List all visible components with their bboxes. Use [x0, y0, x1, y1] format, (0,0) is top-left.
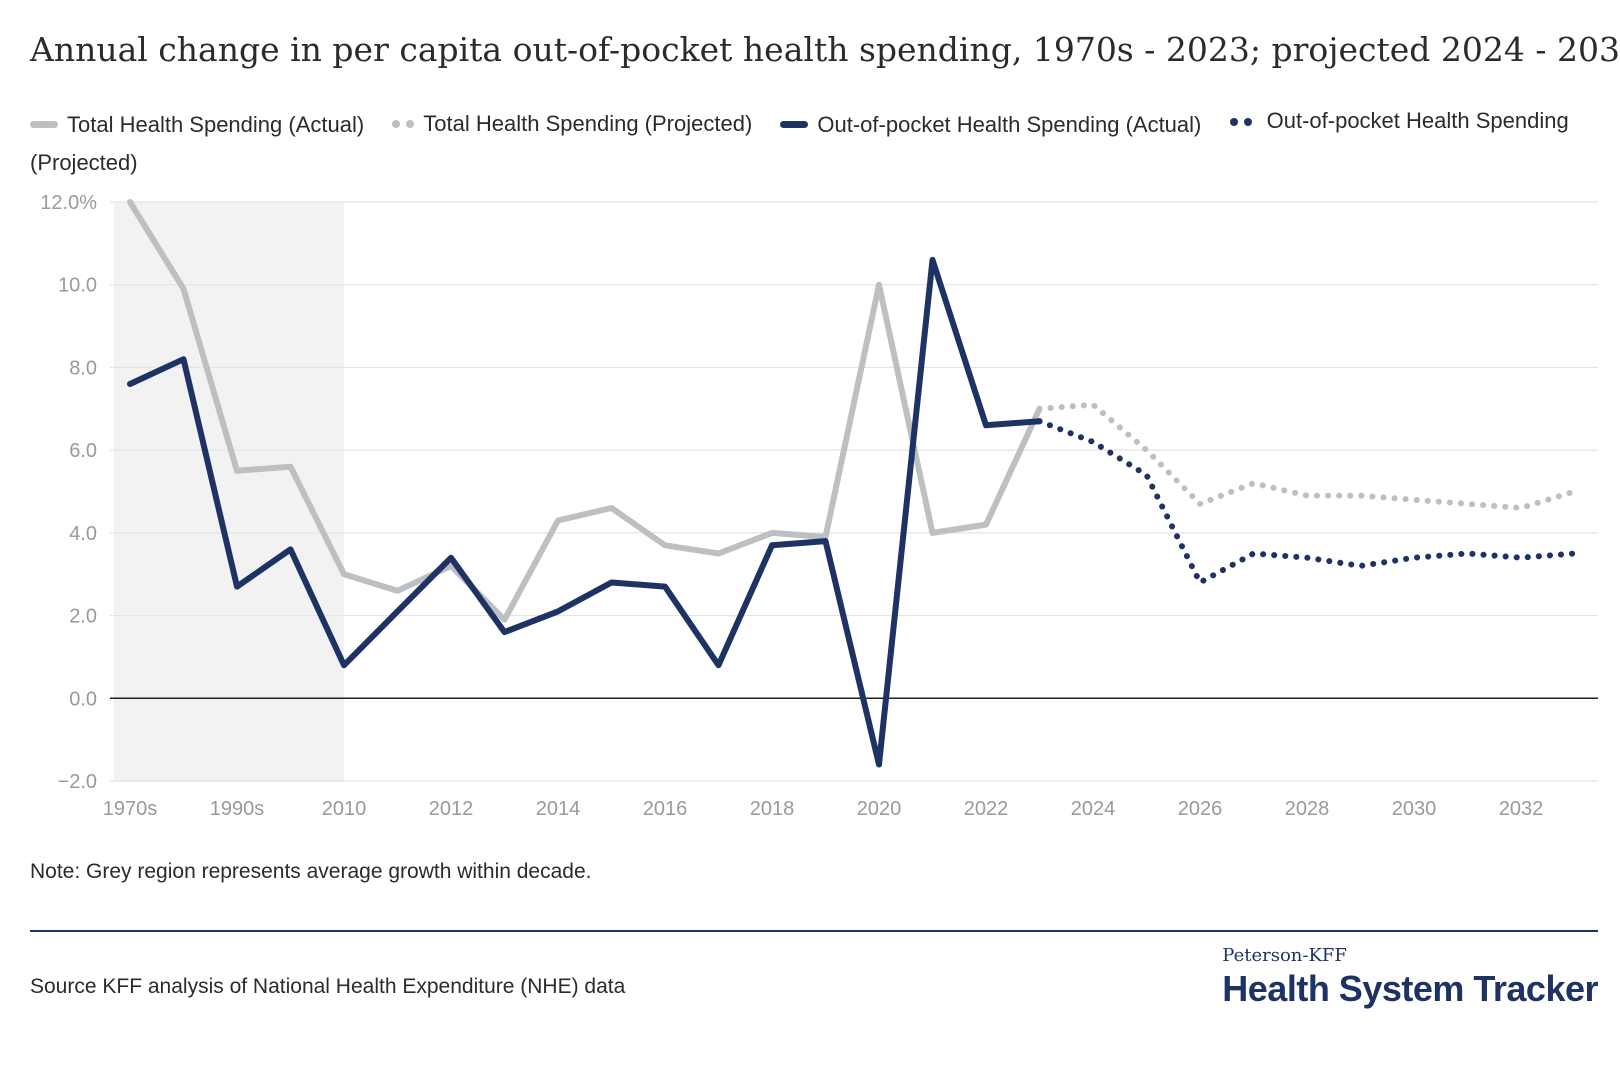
y-tick-label: 4.0	[69, 523, 97, 545]
brand-small-text: Peterson-KFF	[1222, 945, 1347, 966]
y-tick-label: 10.0	[58, 275, 97, 297]
legend-label: Total Health Spending (Projected)	[423, 111, 753, 136]
series-oop-actual	[127, 256, 1043, 768]
x-tick-label: 1990s	[210, 798, 265, 820]
series-total-actual	[127, 199, 1043, 623]
x-tick-label: 2032	[1499, 798, 1544, 820]
legend-swatch-total-actual	[30, 121, 58, 128]
legend-label: Total Health Spending (Actual)	[67, 111, 365, 137]
x-tick-label: 2030	[1392, 798, 1437, 820]
shaded-decade-region	[113, 202, 344, 781]
divider	[30, 930, 1598, 932]
x-tick-label: 2026	[1178, 798, 1223, 820]
y-tick-label: 2.0	[69, 606, 97, 628]
x-tick-label: 2010	[322, 798, 367, 820]
x-tick-label: 1970s	[103, 798, 158, 820]
legend-item-oop-actual[interactable]: Out-of-pocket Health Spending (Actual)	[780, 106, 1201, 144]
chart-title: Annual change in per capita out-of-pocke…	[30, 30, 1620, 69]
legend-swatch-oop-projected	[1229, 118, 1252, 127]
legend-label: Out-of-pocket Health Spending (Actual)	[817, 111, 1202, 137]
x-tick-label: 2018	[750, 798, 795, 820]
series-oop-projected	[1036, 418, 1578, 586]
x-tick-label: 2014	[536, 798, 581, 820]
x-tick-label: 2012	[429, 798, 474, 820]
x-tick-label: 2024	[1071, 798, 1116, 820]
x-tick-label: 2022	[964, 798, 1009, 820]
source-text: Source KFF analysis of National Health E…	[30, 975, 626, 998]
line-chart: 12.0% 10.0 8.0 6.0 4.0 2.0 0.0 −2.0 1970s 1990s 20…	[40, 192, 1598, 820]
legend: Total Health Spending (Actual) Total Hea…	[30, 102, 1570, 182]
legend-item-total-actual[interactable]: Total Health Spending (Actual)	[30, 106, 364, 144]
y-tick-label: 6.0	[69, 440, 97, 462]
legend-item-oop-projected[interactable]: Out-of-pocket Health Spending (Projected…	[30, 108, 1569, 175]
legend-swatch-total-projected	[392, 120, 415, 128]
brand-big-text: Health System Tracker	[1222, 968, 1598, 1009]
y-tick-label: 8.0	[69, 357, 97, 379]
legend-item-total-projected[interactable]: Total Health Spending (Projected)	[392, 105, 752, 143]
x-tick-label: 2028	[1285, 798, 1330, 820]
legend-label: Out-of-pocket Health Spending (Projected…	[30, 108, 1569, 175]
brand-logo: Peterson-KFF Health System Tracker	[1222, 945, 1598, 1010]
y-tick-label: 0.0	[69, 688, 97, 710]
chart-note: Note: Grey region represents average gro…	[30, 860, 592, 883]
y-tick-label: −2.0	[58, 771, 97, 793]
series-total-projected	[1036, 401, 1578, 511]
legend-swatch-oop-actual	[780, 121, 809, 128]
x-tick-label: 2020	[857, 798, 902, 820]
x-tick-label: 2016	[643, 798, 688, 820]
y-tick-label: 12.0%	[40, 192, 97, 214]
